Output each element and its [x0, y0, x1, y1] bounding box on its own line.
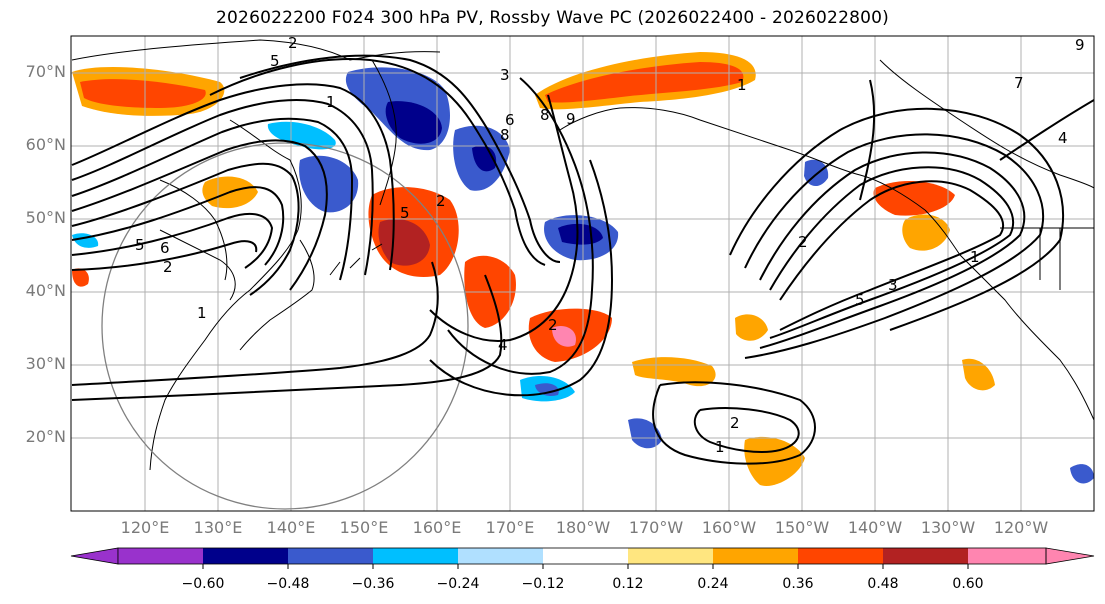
lon-label-130e: 130°E [193, 518, 243, 537]
positive-anomaly [632, 357, 716, 387]
plot-frame [70, 35, 1095, 512]
lat-label-40n: 40°N [25, 281, 66, 300]
contour-label: 3 [888, 276, 898, 294]
contour-label: 2 [163, 258, 173, 276]
negative-anomaly [385, 101, 442, 144]
contour-label: 1 [197, 304, 207, 322]
contour-label: 5 [400, 204, 410, 222]
contour-label: 2 [288, 34, 298, 52]
colorbar-tick-label: 0.24 [697, 576, 729, 592]
positive-anomaly [962, 358, 995, 391]
lat-label-60n: 60°N [25, 135, 66, 154]
positive-anomaly [80, 79, 206, 108]
colorbar-extend-high [1045, 547, 1095, 565]
colorbar-tick-label: −0.24 [436, 576, 480, 592]
lon-label-180w: 180°W [555, 518, 611, 537]
contour-label: 2 [798, 233, 808, 251]
contour-label: 1 [715, 438, 725, 456]
positive-anomaly [735, 314, 768, 341]
colorbar-bin [713, 548, 798, 564]
contour-label: 2 [730, 414, 740, 432]
contour-label: 8 [540, 106, 550, 124]
coastlines [71, 39, 1094, 471]
colorbar-extend-low [70, 547, 119, 565]
contour-label: 5 [270, 52, 280, 70]
lon-label-170e: 170°E [485, 518, 535, 537]
lat-label-20n: 20°N [25, 427, 66, 446]
negative-anomaly [267, 121, 336, 150]
contour-labels: 5 1 2 5 8 6 5 6 2 1 2 1 4 2 3 9 2 1 7 4 … [135, 34, 1085, 456]
negative-anomaly [1070, 464, 1094, 484]
positive-anomaly [545, 62, 744, 103]
contour-label: 4 [1058, 129, 1068, 147]
lon-label-150w: 150°W [774, 518, 830, 537]
lon-label-160w: 160°W [701, 518, 757, 537]
contour-label: 5 [135, 236, 145, 254]
contour-label: 1 [326, 93, 336, 111]
range-circle [101, 142, 469, 510]
positive-anomaly [552, 325, 576, 347]
colorbar-bin [118, 548, 203, 564]
lon-label-120e: 120°E [120, 518, 170, 537]
contour-label: 1 [970, 248, 980, 266]
contour-label: 2 [548, 316, 558, 334]
positive-anomaly [72, 268, 89, 287]
contour-label: 3 [500, 66, 510, 84]
contour-label: 5 [855, 291, 865, 309]
colorbar-tick-label: −0.60 [181, 576, 225, 592]
pv-contours [71, 54, 1094, 465]
contour-label: 1 [737, 76, 747, 94]
contour-label: 6 [160, 239, 170, 257]
lat-label-70n: 70°N [25, 62, 66, 81]
colorbar-bin [288, 548, 373, 564]
lon-label-160e: 160°E [412, 518, 462, 537]
lon-label-120w: 120°W [993, 518, 1049, 537]
negative-anomaly [299, 155, 359, 213]
colorbar-bin [543, 548, 628, 564]
lon-label-170w: 170°W [628, 518, 684, 537]
contour-label: 2 [436, 192, 446, 210]
lat-label-30n: 30°N [25, 354, 66, 373]
colorbar-bin [628, 548, 713, 564]
contour-label: 9 [566, 110, 576, 128]
colorbar-bin [458, 548, 543, 564]
lon-label-150e: 150°E [339, 518, 389, 537]
contour-label: 7 [1014, 74, 1024, 92]
contour-label: 9 [1075, 36, 1085, 54]
positive-anomaly [902, 214, 950, 251]
graticule [71, 36, 1094, 511]
colorbar-tick-label: 0.60 [952, 576, 984, 592]
pv-shading [72, 52, 1094, 486]
colorbar-tick-label: −0.12 [521, 576, 565, 592]
colorbar-tick-label: −0.36 [351, 576, 395, 592]
lat-label-50n: 50°N [25, 208, 66, 227]
colorbar-tick-label: 0.36 [782, 576, 814, 592]
contour-label: 4 [498, 336, 508, 354]
colorbar-tick-label: 0.48 [867, 576, 899, 592]
map-title: 2026022200 F024 300 hPa PV, Rossby Wave … [216, 8, 889, 28]
colorbar-bin [883, 548, 968, 564]
contour-label: 6 [505, 111, 515, 129]
colorbar-bin [373, 548, 458, 564]
colorbar-tick-label: 0.12 [612, 576, 644, 592]
colorbar-bin [203, 548, 288, 564]
lon-label-140w: 140°W [847, 518, 903, 537]
colorbar [70, 547, 1095, 569]
colorbar-tick-label: −0.48 [266, 576, 310, 592]
colorbar-bin [968, 548, 1046, 564]
contour-label: 8 [500, 126, 510, 144]
colorbar-bin [798, 548, 883, 564]
lon-label-140e: 140°E [266, 518, 316, 537]
colorbar-frame [117, 547, 1047, 565]
positive-anomaly [873, 180, 955, 216]
lon-label-130w: 130°W [920, 518, 976, 537]
